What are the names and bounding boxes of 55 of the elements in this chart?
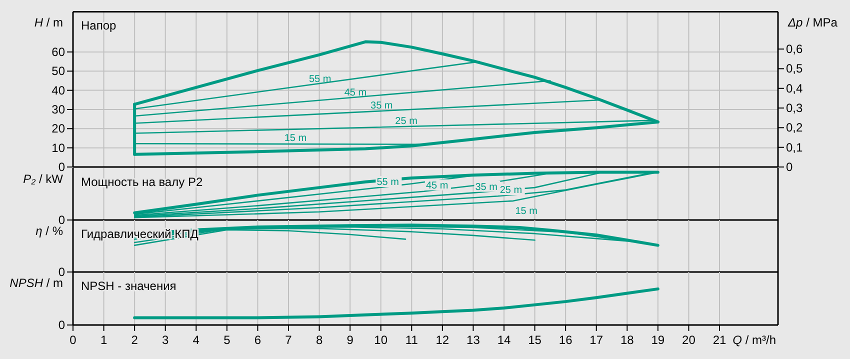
x-tick-label: 20 xyxy=(682,333,696,347)
y-axis-title: NPSH / m xyxy=(10,276,63,290)
x-tick-label: 15 xyxy=(528,333,542,347)
x-tick-label: 14 xyxy=(497,333,511,347)
x-tick-label: 18 xyxy=(620,333,634,347)
y2-tick-label: 0,2 xyxy=(786,120,804,135)
series-label: 35 m xyxy=(370,100,393,112)
series-label: 35 m xyxy=(475,182,498,193)
y-tick-label: 20 xyxy=(52,122,66,136)
x-tick-label: 2 xyxy=(131,333,138,347)
series-label: 45 m xyxy=(426,180,448,192)
x-tick-label: 11 xyxy=(405,333,418,347)
x-tick-label: 10 xyxy=(374,333,388,347)
x-tick-label: 5 xyxy=(224,333,231,347)
x-tick-label: 1 xyxy=(100,333,108,347)
x-tick-label: 0 xyxy=(70,333,77,347)
series-label: 15 m xyxy=(515,206,538,217)
y2-tick-label: 0 xyxy=(786,160,793,174)
y-tick-label: 40 xyxy=(52,83,66,98)
y-tick-label: 0 xyxy=(58,160,66,174)
series-label: 45 m xyxy=(344,87,367,98)
x-tick-label: 9 xyxy=(346,333,354,347)
x-tick-label: 8 xyxy=(316,333,323,347)
y-tick-label: 60 xyxy=(52,44,66,59)
chart-title: Мощность на валу P2 xyxy=(81,175,203,189)
series-label: 55 m xyxy=(308,74,332,86)
series-label: 25 m xyxy=(395,116,418,127)
y2-tick-label: 0,6 xyxy=(786,42,804,56)
y-axis-title: H / m xyxy=(34,16,63,30)
x-tick-label: 12 xyxy=(436,333,450,347)
text: Напор xyxy=(81,18,117,33)
x-tick-label: 19 xyxy=(651,333,665,347)
series-label: 25 m xyxy=(500,185,522,196)
y2-tick-label: 0,1 xyxy=(786,140,804,154)
x-tick-label: 4 xyxy=(192,333,200,347)
x-tick-label: 21 xyxy=(712,333,726,347)
y-tick-label: 10 xyxy=(52,140,66,155)
x-tick-label: 16 xyxy=(558,333,573,347)
series-label: 55 m xyxy=(376,177,399,188)
y-tick-label: 50 xyxy=(52,64,66,78)
y2-tick-label: 0,5 xyxy=(786,62,804,76)
y2-tick-label: 0,3 xyxy=(786,101,804,116)
x-tick-label: 13 xyxy=(466,333,480,347)
series-label: 15 m xyxy=(284,132,307,144)
y-tick-label: 30 xyxy=(52,102,66,116)
chart-title: NPSH - значения xyxy=(81,279,176,293)
x-tick-label: 7 xyxy=(285,333,292,347)
x-tick-label: 6 xyxy=(254,333,262,347)
y-axis-title: η / % xyxy=(36,224,64,238)
y-axis-title: P₂ / kW xyxy=(23,172,64,186)
x-tick-label: 17 xyxy=(590,333,604,347)
y2-tick-label: 0,4 xyxy=(786,81,804,96)
x-axis-title: Q / m³/h xyxy=(732,333,776,347)
x-tick-label: 3 xyxy=(162,333,170,347)
y2-axis-title: Δp / MPa xyxy=(787,16,838,30)
